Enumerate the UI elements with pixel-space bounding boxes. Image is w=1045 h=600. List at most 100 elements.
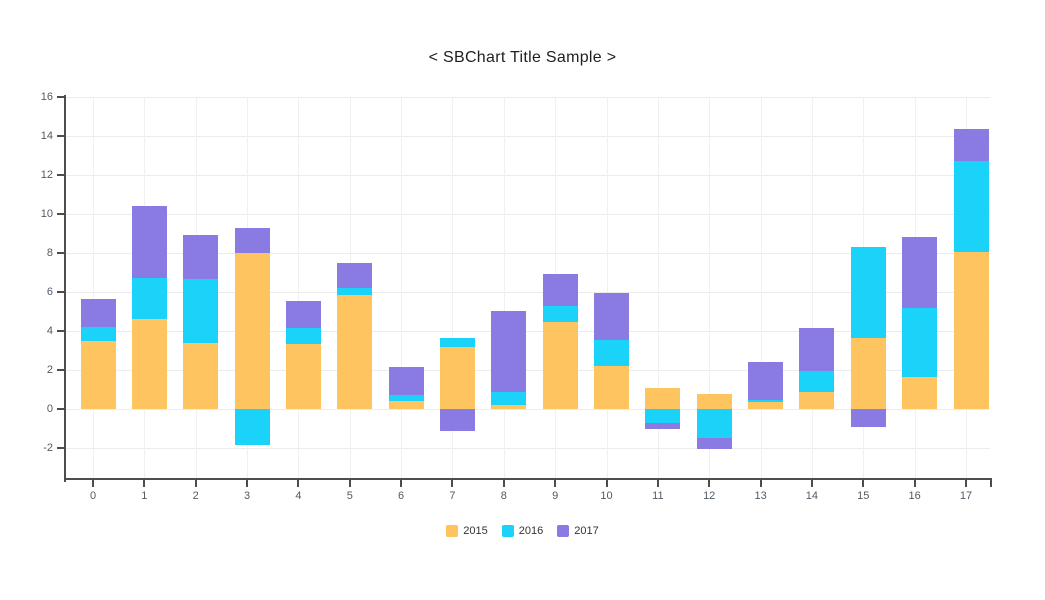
chart-title: < SBChart Title Sample > xyxy=(428,49,617,66)
bar-segment-2017-x9[interactable] xyxy=(542,273,578,306)
y-gridline xyxy=(66,409,990,410)
x-gridline xyxy=(401,97,403,479)
bar-segment-2016-x6[interactable] xyxy=(388,395,424,402)
x-tick-mark xyxy=(913,480,916,487)
bar-segment-2015-x16[interactable] xyxy=(902,376,938,409)
y-tick-label: 16 xyxy=(40,91,53,103)
bar-segment-2015-x17[interactable] xyxy=(953,252,989,409)
x-tick-mark xyxy=(246,480,249,487)
bar-segment-2015-x5[interactable] xyxy=(337,294,373,409)
x-tick-label: 7 xyxy=(449,490,456,502)
bar-segment-2015-x12[interactable] xyxy=(696,394,732,409)
bar-segment-2015-x3[interactable] xyxy=(234,253,270,409)
x-gridline xyxy=(657,97,659,479)
x-tick-mark xyxy=(297,480,300,487)
bar-segment-2016-x14[interactable] xyxy=(799,371,835,392)
bar-segment-2015-x1[interactable] xyxy=(131,319,167,409)
y-tick-label: 2 xyxy=(46,364,53,376)
x-tick-mark xyxy=(656,480,659,487)
legend-label: 2017 xyxy=(574,525,599,537)
bar-segment-2017-x11[interactable] xyxy=(645,422,681,430)
legend-item-2017[interactable]: 2017 xyxy=(557,525,599,537)
bar-segment-2015-x14[interactable] xyxy=(799,391,835,409)
bar-segment-2015-x2[interactable] xyxy=(183,342,219,409)
legend-item-2016[interactable]: 2016 xyxy=(501,525,543,537)
bar-segment-2017-x3[interactable] xyxy=(234,227,270,253)
bar-segment-2017-x12[interactable] xyxy=(696,438,732,449)
bar-segment-2016-x9[interactable] xyxy=(542,305,578,323)
bar-segment-2017-x1[interactable] xyxy=(131,206,167,279)
y-tick-mark xyxy=(57,447,66,449)
x-tick-label: 3 xyxy=(244,490,251,502)
bar-segment-2015-x13[interactable] xyxy=(748,402,784,409)
y-tick-mark xyxy=(57,213,66,215)
x-axis-line xyxy=(64,478,992,480)
bar-segment-2015-x0[interactable] xyxy=(80,340,116,410)
legend-label: 2015 xyxy=(463,525,488,537)
x-tick-label: 17 xyxy=(959,490,973,502)
bar-segment-2016-x15[interactable] xyxy=(850,247,886,338)
bar-segment-2015-x9[interactable] xyxy=(542,322,578,409)
bar-segment-2017-x8[interactable] xyxy=(491,310,527,393)
bar-segment-2016-x4[interactable] xyxy=(285,328,321,344)
bar-segment-2017-x4[interactable] xyxy=(285,300,321,329)
y-gridline xyxy=(66,175,990,176)
bar-segment-2017-x14[interactable] xyxy=(799,328,835,371)
bar-segment-2016-x10[interactable] xyxy=(594,339,629,367)
bar-segment-2016-x3[interactable] xyxy=(234,409,270,446)
x-tick-label: 14 xyxy=(805,490,819,502)
bar-segment-2016-x5[interactable] xyxy=(337,288,373,295)
bar-segment-2016-x16[interactable] xyxy=(902,307,938,377)
bar-segment-2016-x8[interactable] xyxy=(491,392,527,406)
bar-segment-2016-x0[interactable] xyxy=(80,327,116,341)
y-tick-label: 6 xyxy=(46,286,53,298)
y-tick-mark xyxy=(57,135,66,137)
bar-segment-2017-x0[interactable] xyxy=(80,298,116,328)
y-tick-label: 12 xyxy=(40,169,53,181)
bar-segment-2017-x7[interactable] xyxy=(439,409,475,431)
bar-segment-2016-x13[interactable] xyxy=(748,400,784,403)
x-tick-mark xyxy=(348,480,351,487)
x-tick-mark xyxy=(143,480,146,487)
bar-segment-2017-x10[interactable] xyxy=(594,293,629,340)
bar-segment-2017-x17[interactable] xyxy=(953,129,989,162)
x-gridline xyxy=(298,97,300,479)
bar-segment-2016-x17[interactable] xyxy=(953,161,989,252)
x-tick-label: 6 xyxy=(398,490,405,502)
y-tick-label: 8 xyxy=(46,247,53,259)
x-axis-end-tick xyxy=(990,478,992,487)
bar-segment-2015-x6[interactable] xyxy=(388,401,424,409)
y-gridline xyxy=(66,331,990,332)
x-tick-mark xyxy=(759,480,762,487)
bar-segment-2017-x6[interactable] xyxy=(388,367,424,396)
y-gridline xyxy=(66,292,990,293)
x-tick-label: 8 xyxy=(500,490,507,502)
y-gridline xyxy=(66,214,990,215)
x-tick-label: 10 xyxy=(600,490,613,502)
y-gridline xyxy=(66,253,990,254)
bar-segment-2017-x15[interactable] xyxy=(850,409,886,427)
bar-segment-2016-x12[interactable] xyxy=(696,409,732,439)
bar-segment-2016-x11[interactable] xyxy=(645,409,681,423)
bar-segment-2017-x5[interactable] xyxy=(337,262,373,289)
bar-segment-2017-x13[interactable] xyxy=(748,362,784,401)
bar-segment-2016-x2[interactable] xyxy=(183,279,219,343)
x-tick-label: 1 xyxy=(141,490,148,502)
legend-item-2015[interactable]: 2015 xyxy=(446,525,488,537)
bar-segment-2017-x16[interactable] xyxy=(902,237,938,308)
x-tick-label: 16 xyxy=(908,490,921,502)
x-tick-label: 2 xyxy=(192,490,199,502)
bar-segment-2016-x7[interactable] xyxy=(439,337,475,347)
y-tick-label: 14 xyxy=(40,130,53,142)
x-tick-label: 15 xyxy=(857,490,870,502)
x-gridline xyxy=(709,97,711,479)
bar-segment-2016-x1[interactable] xyxy=(131,278,167,320)
bar-segment-2015-x11[interactable] xyxy=(645,387,681,410)
bar-segment-2017-x2[interactable] xyxy=(183,234,219,280)
bar-segment-2015-x7[interactable] xyxy=(439,346,475,409)
bar-segment-2015-x4[interactable] xyxy=(285,343,321,409)
bar-segment-2015-x15[interactable] xyxy=(850,337,886,409)
bar-segment-2015-x10[interactable] xyxy=(594,366,629,409)
bar-segment-2015-x8[interactable] xyxy=(491,405,527,409)
